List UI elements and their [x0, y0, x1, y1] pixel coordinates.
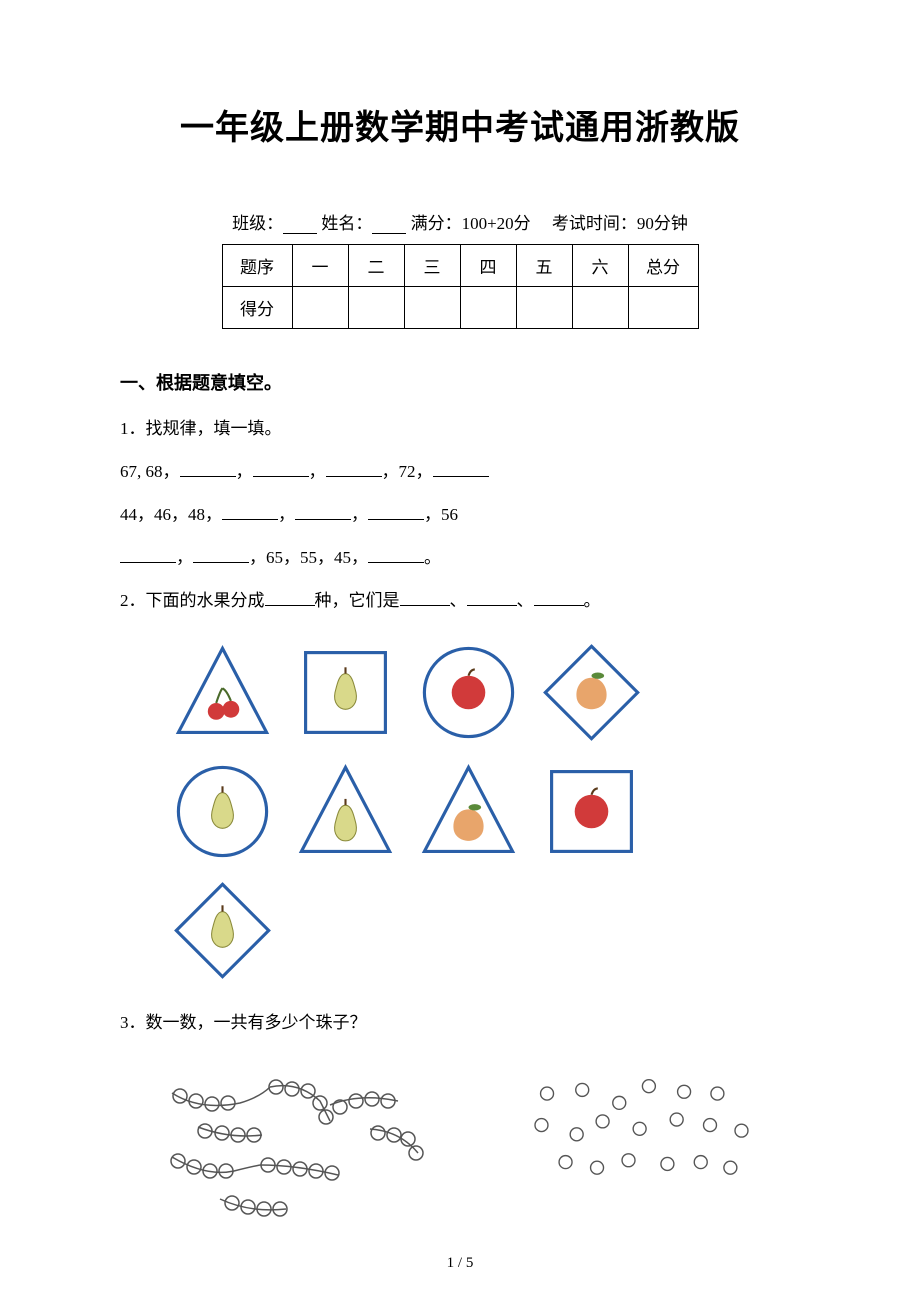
question-3: 3．数一数，一共有多少个珠子？ [120, 1003, 800, 1042]
q1-l2b: ， [278, 505, 295, 524]
q1-l2a: 44，46，48， [120, 505, 222, 524]
q1-l1d: ，72， [382, 462, 433, 481]
q1-num: 1． [120, 419, 146, 438]
fruit-shape-item [293, 759, 398, 864]
blank [193, 545, 249, 563]
page-number: 1 / 5 [0, 1255, 920, 1272]
q1-line2: 44，46，48， ， ， ，56 [120, 495, 800, 534]
col-total: 总分 [628, 245, 698, 287]
blank [534, 588, 584, 606]
score-cell [516, 287, 572, 329]
row2-label: 得分 [222, 287, 292, 329]
q1-line3: ， ，65，55，45， 。 [120, 538, 800, 577]
blank [120, 545, 176, 563]
q2-num: 2． [120, 591, 146, 610]
fruit-shape-item [170, 640, 275, 745]
blank [253, 459, 309, 477]
fruit-shape-item [293, 640, 398, 745]
score-table-header-row: 题序 一 二 三 四 五 六 总分 [222, 245, 698, 287]
exam-time-label: 考试时间： [552, 214, 637, 233]
col-1: 一 [292, 245, 348, 287]
name-label: 姓名： [321, 214, 372, 233]
fruit-shape-item [170, 759, 275, 864]
blank [467, 588, 517, 606]
col-3: 三 [404, 245, 460, 287]
col-6: 六 [572, 245, 628, 287]
col-5: 五 [516, 245, 572, 287]
score-cell [348, 287, 404, 329]
fruit-shapes-grid [170, 640, 670, 983]
fruit-shape-item [539, 640, 644, 745]
beads-area [150, 1061, 800, 1221]
class-label: 班级： [232, 214, 283, 233]
blank [368, 502, 424, 520]
question-1: 1．找规律，填一填。 [120, 409, 800, 448]
full-score-label: 满分： [411, 214, 462, 233]
blank [295, 502, 351, 520]
question-2: 2．下面的水果分成 种，它们是 、 、 。 [120, 581, 800, 620]
score-total-cell [628, 287, 698, 329]
blank [400, 588, 450, 606]
q1-line1: 67, 68， ， ， ，72， [120, 452, 800, 491]
exam-info-line: 班级： 姓名： 满分：100+20分 考试时间：90分钟 [120, 209, 800, 234]
q2-sep1: 、 [450, 591, 467, 610]
q3-text: 数一数，一共有多少个珠子？ [146, 1013, 367, 1032]
score-table-score-row: 得分 [222, 287, 698, 329]
blank [180, 459, 236, 477]
score-table: 题序 一 二 三 四 五 六 总分 得分 [222, 244, 699, 329]
fruit-shape-item [416, 640, 521, 745]
q1-text: 找规律，填一填。 [146, 419, 282, 438]
q1-l3a: ， [176, 548, 193, 567]
blank [433, 459, 489, 477]
q1-l1a: 67, 68， [120, 462, 180, 481]
fruit-shape-item [416, 759, 521, 864]
exam-time-value: 90分钟 [637, 214, 688, 233]
q1-l2c: ， [351, 505, 368, 524]
q2-mid1: 种，它们是 [315, 591, 400, 610]
blank [326, 459, 382, 477]
full-score-value: 100+20分 [462, 214, 531, 233]
q3-num: 3． [120, 1013, 146, 1032]
q1-l3b: ，65，55，45， [249, 548, 368, 567]
blank [265, 588, 315, 606]
score-cell [292, 287, 348, 329]
q2-sep2: 、 [517, 591, 534, 610]
blank [222, 502, 278, 520]
blank [368, 545, 424, 563]
q1-l1c: ， [309, 462, 326, 481]
row-label: 题序 [222, 245, 292, 287]
fruit-shape-item [539, 759, 644, 864]
col-2: 二 [348, 245, 404, 287]
q1-l2d: ，56 [424, 505, 458, 524]
exam-title: 一年级上册数学期中考试通用浙教版 [120, 100, 800, 149]
score-cell [572, 287, 628, 329]
fruit-shape-item [170, 878, 275, 983]
score-cell [404, 287, 460, 329]
score-cell [460, 287, 516, 329]
q1-l1b: ， [236, 462, 253, 481]
beads-string-svg [150, 1061, 450, 1221]
name-blank [372, 216, 406, 234]
section-1-heading: 一、根据题意填空。 [120, 369, 800, 395]
beads-scatter-svg [510, 1061, 760, 1191]
q2-suffix: 。 [584, 591, 601, 610]
q2-prefix: 下面的水果分成 [146, 591, 265, 610]
col-4: 四 [460, 245, 516, 287]
class-blank [283, 216, 317, 234]
q1-l3c: 。 [424, 548, 441, 567]
